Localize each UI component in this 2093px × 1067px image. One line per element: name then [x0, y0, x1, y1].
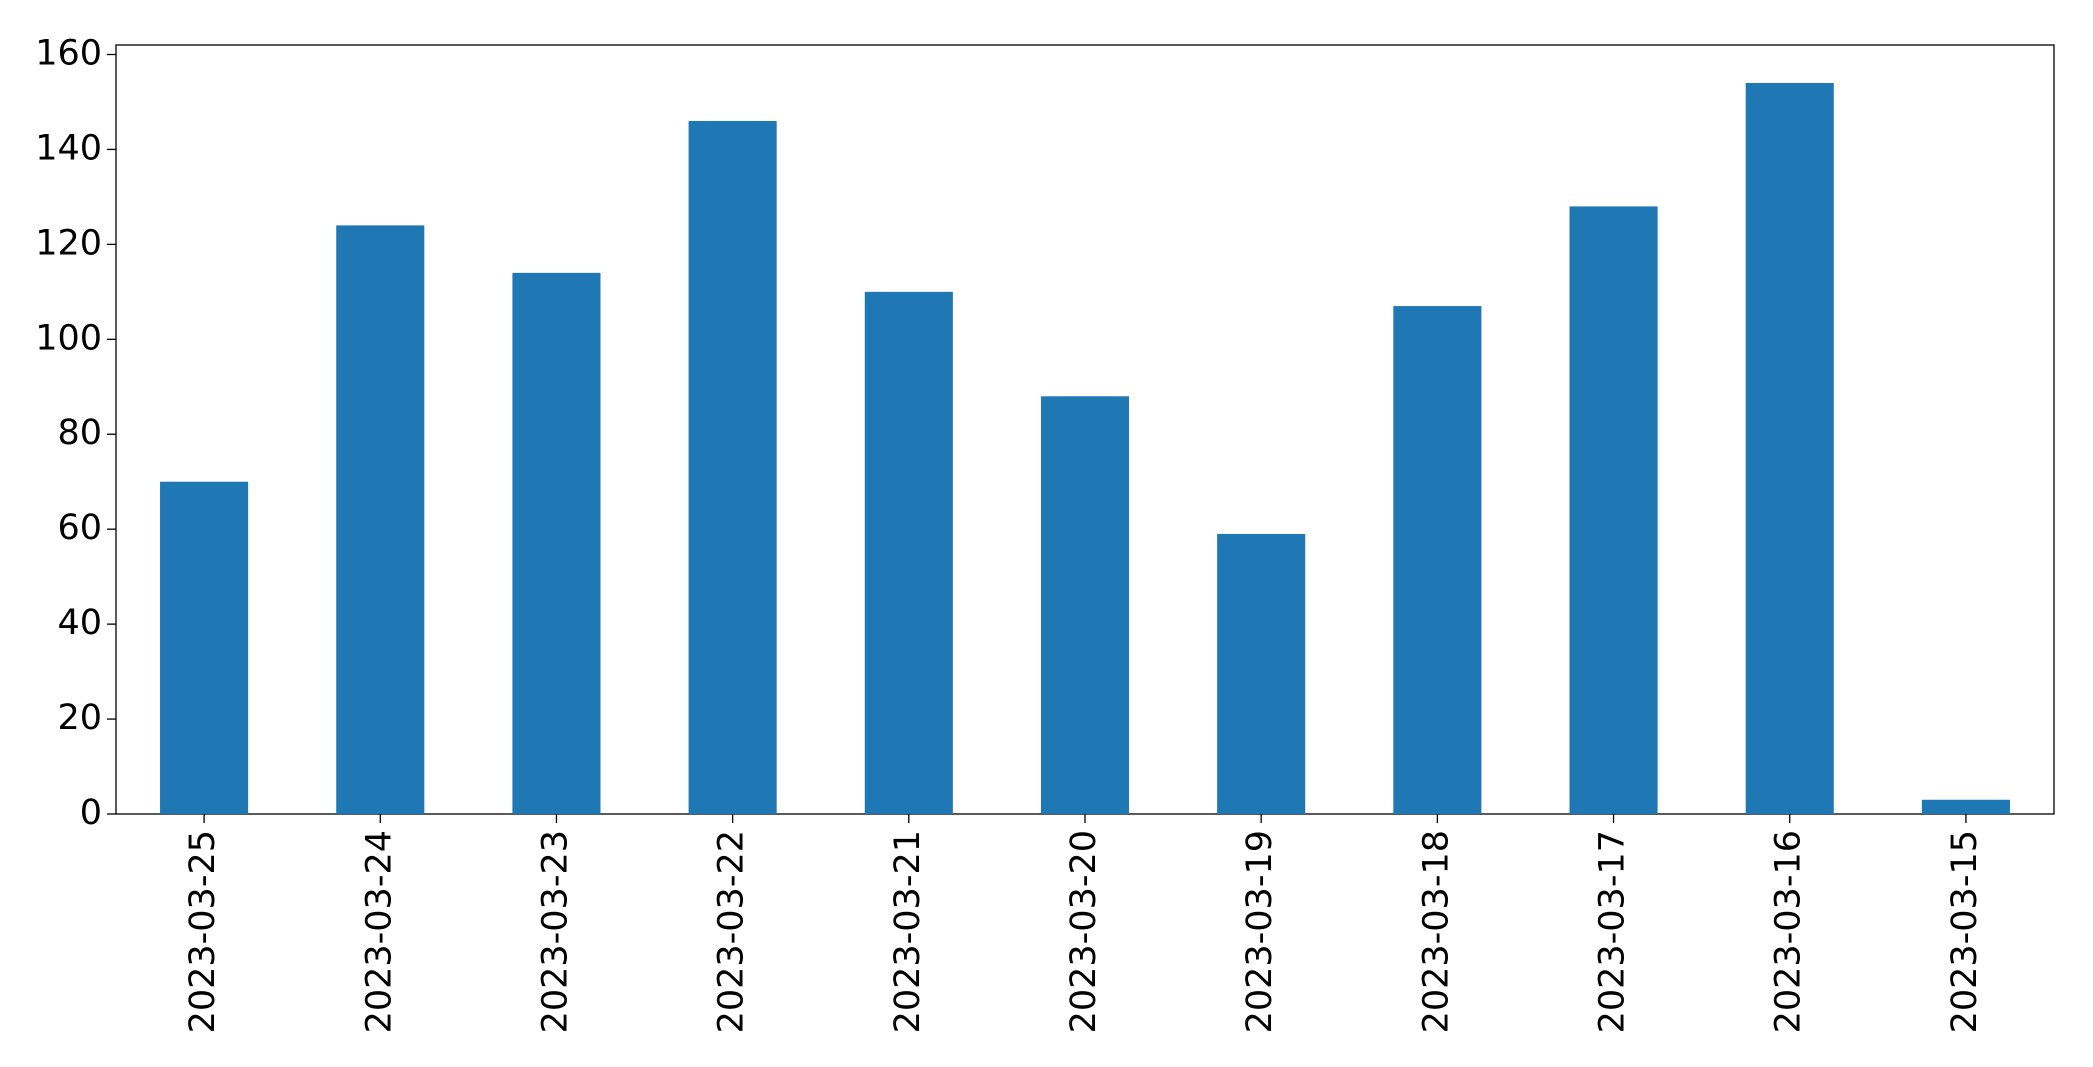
- bar: [1569, 206, 1658, 814]
- x-tick-label: 2023-03-20: [1064, 830, 1104, 1033]
- x-tick-label: 2023-03-17: [1593, 830, 1633, 1033]
- bar: [1745, 82, 1834, 814]
- y-tick-label: 160: [35, 33, 102, 73]
- x-tick-label: 2023-03-25: [183, 830, 223, 1033]
- bar: [1921, 799, 2010, 814]
- y-tick-label: 0: [80, 793, 102, 833]
- y-tick-label: 20: [57, 698, 102, 738]
- bar: [1217, 533, 1306, 814]
- bar: [688, 120, 777, 814]
- x-tick-label: 2023-03-22: [712, 830, 752, 1033]
- y-tick-label: 120: [35, 223, 102, 263]
- bar: [864, 291, 953, 815]
- x-tick-label: 2023-03-18: [1416, 830, 1456, 1033]
- y-tick-label: 40: [57, 603, 102, 643]
- y-tick-label: 60: [57, 508, 102, 548]
- bar: [1040, 396, 1130, 814]
- bar: [160, 481, 249, 814]
- y-tick-label: 80: [57, 413, 102, 453]
- x-tick-label: 2023-03-23: [535, 830, 575, 1033]
- x-tick-label: 2023-03-15: [1945, 830, 1985, 1033]
- x-tick-label: 2023-03-24: [359, 830, 399, 1033]
- bar: [1393, 306, 1482, 814]
- x-tick-label: 2023-03-19: [1240, 830, 1280, 1033]
- x-tick-label: 2023-03-21: [888, 830, 928, 1033]
- bar: [512, 272, 601, 815]
- x-tick-label: 2023-03-16: [1769, 830, 1809, 1033]
- y-tick-label: 140: [35, 128, 102, 168]
- bar: [336, 225, 425, 815]
- y-tick-label: 100: [35, 318, 102, 358]
